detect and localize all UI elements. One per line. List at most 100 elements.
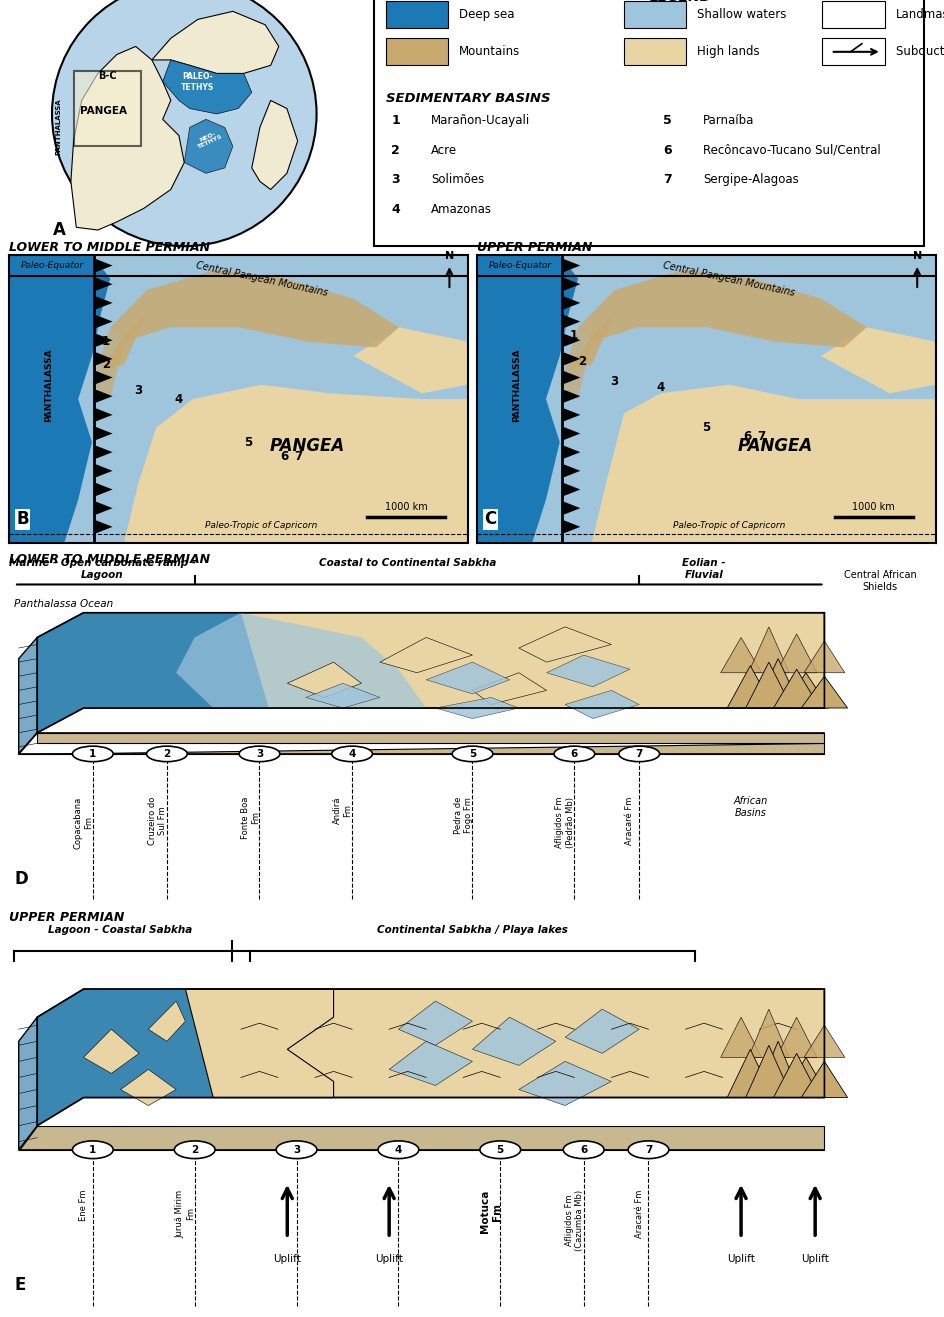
Polygon shape — [37, 989, 823, 1126]
Polygon shape — [562, 389, 580, 403]
Text: C: C — [483, 510, 496, 528]
Polygon shape — [727, 665, 772, 709]
Text: Central Pangean Mountains: Central Pangean Mountains — [662, 259, 796, 298]
Text: NEO-
TETHYS: NEO- TETHYS — [194, 129, 223, 150]
Text: Uplift: Uplift — [801, 1254, 828, 1264]
Circle shape — [563, 1141, 603, 1159]
Text: 4: 4 — [395, 1144, 402, 1155]
Polygon shape — [94, 315, 112, 329]
Polygon shape — [287, 662, 361, 698]
Polygon shape — [389, 1042, 472, 1085]
Polygon shape — [565, 1009, 638, 1054]
Polygon shape — [94, 258, 112, 273]
Text: 6: 6 — [743, 429, 751, 443]
Polygon shape — [546, 655, 630, 687]
Text: 4: 4 — [348, 749, 356, 759]
Text: Solimões: Solimões — [430, 174, 483, 186]
Polygon shape — [775, 633, 817, 673]
Text: Eolian -
Fluvial: Eolian - Fluvial — [682, 558, 725, 579]
Text: Aracaré Fm: Aracaré Fm — [625, 797, 633, 844]
Polygon shape — [559, 327, 591, 399]
Text: D: D — [14, 871, 27, 888]
Text: 1: 1 — [391, 113, 399, 126]
Polygon shape — [518, 627, 611, 662]
Polygon shape — [37, 612, 823, 732]
Polygon shape — [94, 277, 112, 291]
Text: PALEO-
TETHYS: PALEO- TETHYS — [181, 72, 214, 92]
Text: Lagoon - Coastal Sabkha: Lagoon - Coastal Sabkha — [48, 925, 193, 935]
Polygon shape — [83, 1030, 139, 1073]
Bar — [385, 0, 447, 28]
Text: 3: 3 — [134, 385, 142, 396]
Circle shape — [331, 747, 372, 761]
Bar — [623, 38, 685, 66]
Text: High lands: High lands — [697, 45, 759, 58]
Text: UPPER PERMIAN: UPPER PERMIAN — [477, 241, 592, 254]
Polygon shape — [727, 1050, 772, 1097]
Text: 4: 4 — [175, 392, 183, 406]
Text: Paleo-Tropic of Capricorn: Paleo-Tropic of Capricorn — [672, 522, 784, 531]
Text: A: A — [53, 221, 66, 240]
Text: PANGEA: PANGEA — [269, 437, 345, 454]
Text: Afligidos Fm
(Pedrão Mb): Afligidos Fm (Pedrão Mb) — [555, 797, 574, 848]
Circle shape — [146, 747, 187, 761]
Circle shape — [618, 747, 659, 761]
Text: Central Pangean Mountains: Central Pangean Mountains — [194, 259, 329, 298]
Polygon shape — [19, 637, 37, 753]
Text: Uplift: Uplift — [375, 1254, 403, 1264]
Text: Juruá Mirim
Fm: Juruá Mirim Fm — [176, 1191, 194, 1238]
Polygon shape — [801, 676, 847, 709]
Text: 5: 5 — [468, 749, 476, 759]
Text: Amazonas: Amazonas — [430, 203, 492, 216]
Text: Deep sea: Deep sea — [459, 8, 514, 21]
Polygon shape — [568, 313, 614, 370]
Polygon shape — [782, 673, 828, 709]
Polygon shape — [94, 352, 112, 366]
Text: Andirá
Fm: Andirá Fm — [333, 797, 352, 823]
Text: Fonte Boa
Fm: Fonte Boa Fm — [241, 797, 260, 839]
Polygon shape — [353, 327, 467, 394]
Text: 3: 3 — [293, 1144, 300, 1155]
Bar — [821, 38, 884, 66]
Polygon shape — [518, 1062, 611, 1105]
Polygon shape — [578, 270, 866, 348]
Polygon shape — [121, 1069, 176, 1105]
Text: 2: 2 — [578, 356, 586, 369]
Circle shape — [378, 1141, 418, 1159]
Polygon shape — [251, 100, 297, 190]
Polygon shape — [398, 1001, 472, 1046]
Text: Shallow waters: Shallow waters — [697, 8, 786, 21]
Polygon shape — [472, 673, 546, 705]
Text: 3: 3 — [610, 375, 618, 389]
Polygon shape — [37, 989, 213, 1126]
Polygon shape — [748, 627, 788, 673]
Text: 5: 5 — [497, 1144, 503, 1155]
Polygon shape — [148, 1001, 185, 1042]
Polygon shape — [772, 669, 818, 709]
Text: 1000 km: 1000 km — [384, 502, 427, 511]
Polygon shape — [562, 464, 580, 478]
Polygon shape — [562, 370, 580, 385]
Polygon shape — [472, 1017, 555, 1065]
Text: Panthalassa Ocean: Panthalassa Ocean — [14, 599, 113, 610]
Text: Ene Fm: Ene Fm — [79, 1191, 88, 1221]
Text: Copacabana
Fm: Copacabana Fm — [74, 797, 93, 848]
Polygon shape — [562, 520, 580, 533]
Polygon shape — [101, 313, 147, 370]
Polygon shape — [9, 255, 110, 543]
Polygon shape — [94, 296, 112, 309]
Text: African
Basins: African Basins — [733, 797, 767, 818]
Circle shape — [451, 747, 493, 761]
Text: PANGEA: PANGEA — [736, 437, 812, 454]
Text: 5: 5 — [701, 421, 710, 435]
Polygon shape — [562, 277, 580, 291]
Text: B: B — [16, 510, 29, 528]
Circle shape — [276, 1141, 316, 1159]
Polygon shape — [477, 255, 578, 543]
Polygon shape — [435, 698, 518, 719]
Polygon shape — [562, 296, 580, 309]
Text: LOWER TO MIDDLE PERMIAN: LOWER TO MIDDLE PERMIAN — [9, 241, 211, 254]
Text: UPPER PERMIAN: UPPER PERMIAN — [9, 911, 125, 923]
Text: 7: 7 — [644, 1144, 651, 1155]
Text: 6: 6 — [570, 749, 578, 759]
